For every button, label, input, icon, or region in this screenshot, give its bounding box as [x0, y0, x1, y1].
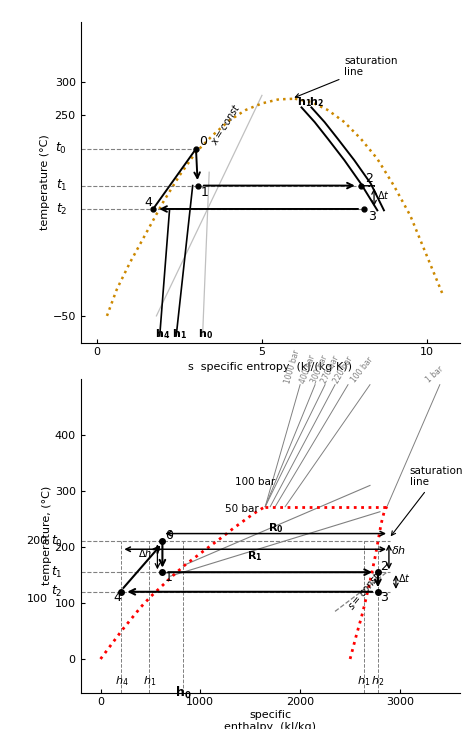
- Text: 270 bar: 270 bar: [319, 354, 341, 385]
- Text: 1 bar: 1 bar: [424, 364, 445, 385]
- Text: $t_0$: $t_0$: [55, 141, 67, 157]
- Text: $t_0$: $t_0$: [51, 534, 63, 549]
- Text: $t_2$: $t_2$: [51, 584, 63, 599]
- Text: $\mathbf{R_0}$: $\mathbf{R_0}$: [268, 521, 283, 535]
- Text: $x=const$: $x=const$: [208, 101, 243, 147]
- Text: $\Delta h$: $\Delta h$: [138, 547, 153, 559]
- Text: $t_2$: $t_2$: [56, 201, 67, 217]
- Text: 200: 200: [27, 537, 48, 547]
- Text: $t_1$: $t_1$: [56, 178, 67, 193]
- Text: saturation
line: saturation line: [392, 466, 464, 535]
- Text: 400 bar: 400 bar: [299, 354, 318, 385]
- Text: $h_2$: $h_2$: [371, 674, 384, 688]
- Text: 1000 bar: 1000 bar: [283, 349, 301, 385]
- Text: $\mathbf{h_4}$: $\mathbf{h_4}$: [155, 327, 171, 341]
- Text: 300 bar: 300 bar: [309, 354, 329, 385]
- Text: 0: 0: [165, 529, 173, 542]
- Text: $\mathbf{h_0}$: $\mathbf{h_0}$: [198, 327, 213, 341]
- Text: 4: 4: [144, 196, 152, 209]
- X-axis label: specific
enthalpy  (kJ/kg): specific enthalpy (kJ/kg): [224, 710, 316, 729]
- Text: $\Delta t$: $\Delta t$: [377, 189, 390, 200]
- Text: 1: 1: [165, 571, 173, 584]
- Text: 50 bar: 50 bar: [225, 504, 259, 514]
- Text: 3: 3: [381, 590, 388, 604]
- Text: 0: 0: [199, 135, 207, 148]
- Text: 100 bar: 100 bar: [349, 356, 374, 385]
- Text: 100: 100: [27, 593, 48, 604]
- Text: $s=const$: $s=const$: [345, 569, 383, 612]
- Text: 220 bar: 220 bar: [332, 354, 355, 385]
- Text: $\mathbf{h_2}$: $\mathbf{h_2}$: [309, 95, 324, 109]
- Text: $\mathbf{h_0}$: $\mathbf{h_0}$: [175, 685, 191, 701]
- Text: 3: 3: [368, 210, 376, 222]
- Text: $\Delta t$: $\Delta t$: [398, 572, 410, 584]
- Text: $\mathbf{h_1}$: $\mathbf{h_1}$: [172, 327, 187, 341]
- X-axis label: s  specific entropy  (kJ/(kg·K)): s specific entropy (kJ/(kg·K)): [188, 362, 352, 372]
- Text: $h_1$: $h_1$: [143, 674, 156, 688]
- Text: $h_1$: $h_1$: [357, 674, 371, 688]
- Text: 2: 2: [365, 171, 373, 184]
- Y-axis label: temperature (°C): temperature (°C): [39, 134, 50, 230]
- Text: $h_4$: $h_4$: [115, 674, 128, 688]
- Text: saturation
line: saturation line: [295, 55, 398, 98]
- Text: 100 bar: 100 bar: [235, 477, 275, 488]
- Y-axis label: temperature, (°C): temperature, (°C): [42, 486, 52, 585]
- Text: $\mathbf{R_1}$: $\mathbf{R_1}$: [247, 550, 263, 563]
- Text: 4: 4: [113, 590, 121, 604]
- Text: 1: 1: [201, 187, 208, 199]
- Text: 2: 2: [381, 560, 388, 573]
- Text: $t_1$: $t_1$: [51, 565, 63, 580]
- Text: $\delta h$: $\delta h$: [391, 544, 406, 556]
- Text: $\mathbf{h_1}$: $\mathbf{h_1}$: [297, 95, 311, 109]
